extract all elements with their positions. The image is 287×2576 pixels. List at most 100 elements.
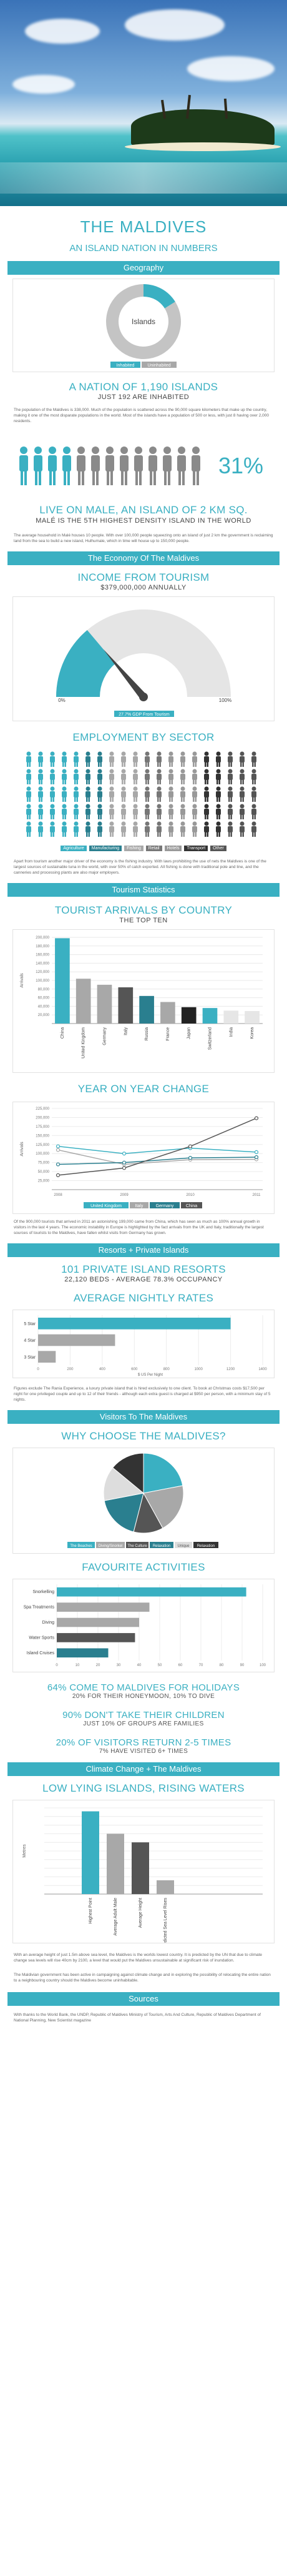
person-icon: [192, 447, 200, 485]
legend-agriculture: Agriculture: [61, 846, 87, 851]
worker-icon: [145, 769, 150, 784]
x-tick-label: 400: [99, 1368, 106, 1371]
gauge-needle: [103, 649, 147, 699]
x-tick-label: United Kingdom: [82, 1027, 86, 1059]
bar: [202, 1008, 218, 1024]
x-tick-label: 1000: [194, 1368, 203, 1371]
employment-pictogram: [26, 751, 256, 837]
y-tick-label: 25,000: [38, 1180, 50, 1183]
y-axis-label: Arrivals: [20, 1142, 24, 1157]
worker-icon: [240, 821, 245, 837]
stat3-big: 20% OF VISITORS RETURN 2-5 TIMES: [56, 1737, 231, 1748]
worker-icon: [216, 821, 221, 837]
income-heading: INCOME FROM TOURISM: [77, 571, 210, 583]
worker-icon: [192, 751, 197, 767]
gauge-fill: [56, 629, 115, 697]
legend-item: The Beaches: [70, 1544, 92, 1548]
donut-slice-uninhabited: [106, 284, 181, 359]
y-tick-label: 20,000: [38, 1014, 50, 1017]
rates-heading: AVERAGE NIGHTLY RATES: [73, 1292, 214, 1304]
legend-retail: Retail: [145, 846, 162, 851]
bar: [107, 1833, 124, 1894]
worker-icon: [168, 751, 173, 767]
income-subheading: $379,000,000 ANNUALLY: [100, 584, 187, 591]
legend-item: Relaxation: [153, 1544, 170, 1548]
worker-icon: [228, 769, 233, 784]
worker-icon: [38, 786, 43, 802]
resorts-heading: 101 PRIVATE ISLAND RESORTS: [61, 1263, 226, 1275]
arrivals-bar-chart: 20,000 40,000 60,000 80,000 100,000 120,000 14…: [20, 936, 263, 1059]
worker-icon: [121, 821, 126, 837]
pie-slice: [103, 1467, 145, 1501]
y-tick-label: 200,000: [36, 1116, 49, 1120]
person-icon: [48, 447, 57, 485]
page-title: THE MALDIVES: [80, 217, 207, 236]
y-tick-label: Water Sports: [29, 1636, 54, 1640]
bar: [181, 1007, 197, 1024]
x-axis-label: $ US Per Night: [138, 1373, 163, 1377]
worker-icon: [26, 751, 31, 767]
y-tick-label: Diving: [42, 1621, 55, 1625]
worker-icon: [204, 804, 209, 819]
worker-icon: [74, 751, 79, 767]
page-subtitle: AN ISLAND NATION IN NUMBERS: [69, 243, 218, 254]
worker-icon: [251, 751, 256, 767]
legend-fishing: Fishing: [124, 846, 144, 851]
gauge-legend: 27.7% GDP From Tourism: [119, 713, 170, 717]
y-tick-label: 180,000: [36, 945, 49, 949]
islands-donut-box: Islands Inhabited Uninhabited: [12, 279, 275, 372]
yoy-box: 25,000 50,000 75,000 100,000 125,000 150,000 1…: [12, 1102, 275, 1214]
worker-icon: [109, 751, 114, 767]
series-point: [254, 1116, 259, 1120]
x-tick-label: 2008: [54, 1193, 62, 1197]
x-tick-label: 1400: [258, 1368, 267, 1371]
bar: [82, 1811, 99, 1894]
worker-icon: [204, 786, 209, 802]
worker-icon: [192, 804, 197, 819]
y-tick-label: 50,000: [38, 1170, 50, 1174]
infographic-page: THE MALDIVES AN ISLAND NATION IN NUMBERS…: [0, 0, 287, 2023]
worker-icon: [97, 821, 102, 837]
yoy-line-chart: 25,000 50,000 75,000 100,000 125,000 150,000 1…: [20, 1107, 263, 1208]
pie-slice: [143, 1453, 183, 1494]
worker-icon: [62, 804, 67, 819]
x-tick-label: India: [229, 1027, 233, 1037]
islands-donut-chart: Islands Inhabited Uninhabited: [106, 284, 181, 368]
person-icon: [62, 447, 71, 485]
worker-icon: [133, 751, 138, 767]
hero-image: [0, 0, 287, 206]
x-tick-label: Average Adult Male: [114, 1898, 118, 1936]
worker-icon: [168, 769, 173, 784]
worker-icon: [85, 751, 90, 767]
rates-bar-chart: 0 200 400 600 800 1000 1200 1400 $ US Per Night 5…: [24, 1315, 267, 1377]
person-icon: [77, 447, 85, 485]
worker-icon: [50, 804, 55, 819]
person-icon: [134, 447, 143, 485]
x-tick-label: 0: [37, 1368, 39, 1371]
donut-slice-inhabited: [144, 284, 175, 308]
worker-icon: [145, 804, 150, 819]
x-tick-label: 2009: [120, 1193, 129, 1197]
bar: [38, 1318, 231, 1330]
people-pictogram: [19, 447, 200, 485]
y-tick-label: 100,000: [36, 1152, 49, 1156]
x-tick-label: 1200: [226, 1368, 235, 1371]
person-icon: [19, 447, 28, 485]
stat2-small: JUST 10% OF GROUPS ARE FAMILIES: [83, 1720, 204, 1727]
y-tick-label: 3 Star: [24, 1355, 36, 1360]
x-tick-label: 40: [137, 1664, 142, 1667]
economy-text: Apart from tourism another major driver …: [14, 859, 266, 875]
x-tick-label: 80: [220, 1664, 224, 1667]
gauge-hub: [139, 693, 148, 701]
series-point: [188, 1144, 193, 1148]
bar: [245, 1010, 260, 1024]
nation-heading: A NATION OF 1,190 ISLANDS: [69, 381, 218, 393]
worker-icon: [180, 804, 185, 819]
bar: [118, 987, 134, 1024]
person-icon: [177, 447, 186, 485]
series-point: [122, 1160, 127, 1165]
series-point: [122, 1152, 127, 1156]
y-tick-label: 4 Star: [24, 1339, 36, 1343]
worker-icon: [168, 821, 173, 837]
x-tick-label: Italy: [124, 1027, 128, 1035]
